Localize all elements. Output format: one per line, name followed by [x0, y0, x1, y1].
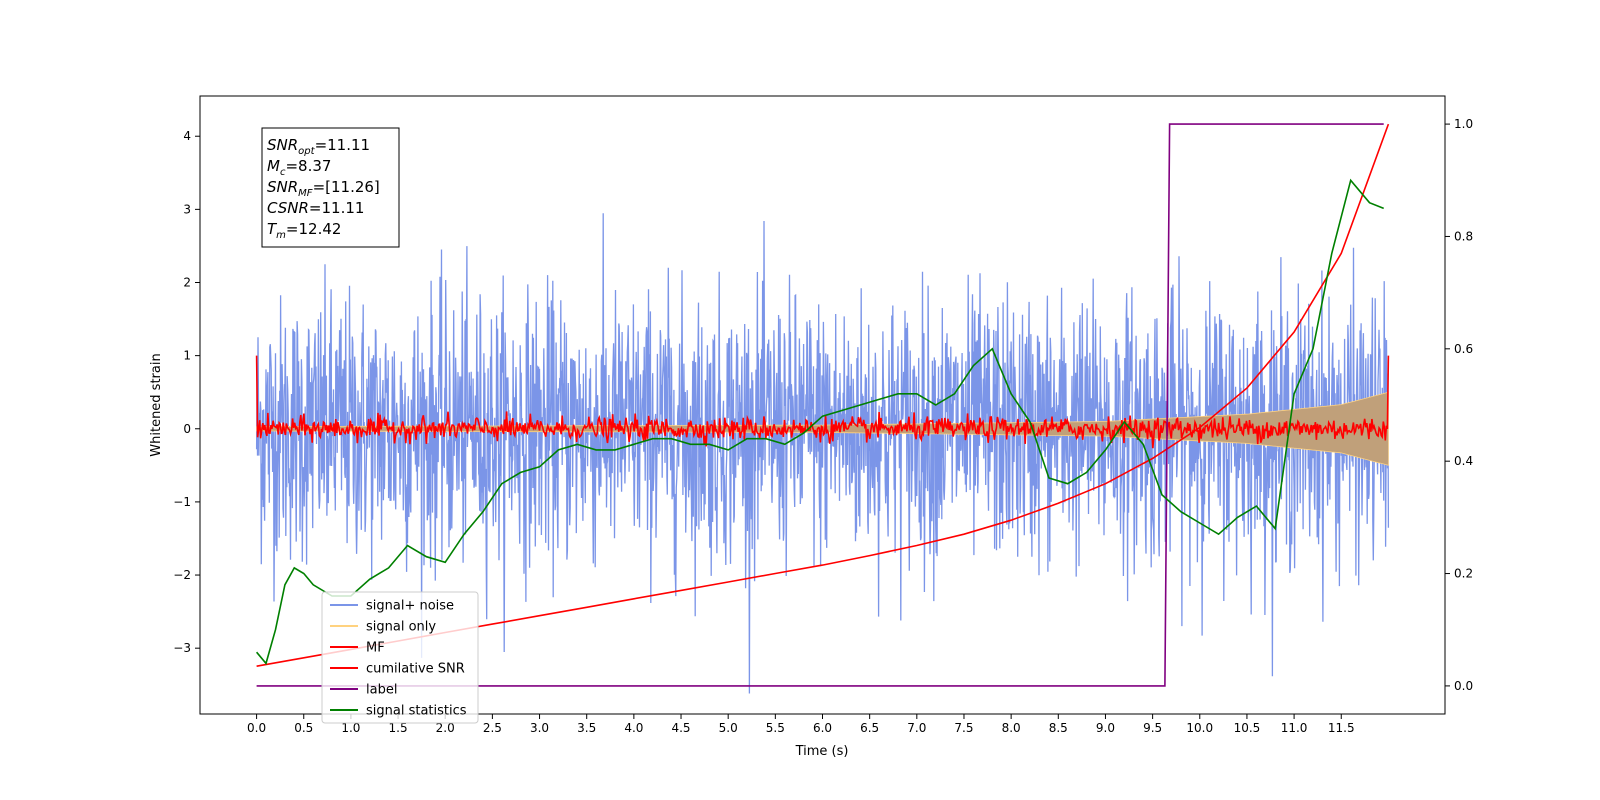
- x-axis: 0.0 0.5 1.0 1.5 2.0 2.5 3.0 3.5 4.0 4.5 5.0 5.5 6.0 6…: [247, 714, 1355, 735]
- annotation-line: CSNR=11.11: [267, 199, 364, 217]
- x-tick-label: 2.0: [436, 721, 455, 735]
- x-axis-label: Time (s): [795, 744, 849, 759]
- x-tick-label: 3.5: [577, 721, 596, 735]
- x-tick-label: 5.0: [719, 721, 738, 735]
- y-tick-label: 2: [183, 275, 191, 289]
- x-tick-label: 11.0: [1281, 721, 1308, 735]
- annotation-frame: [261, 127, 400, 248]
- legend-entry: label: [366, 683, 397, 698]
- y-axis-label: Whitened strain: [149, 353, 164, 456]
- y-tick-label: 0: [183, 422, 191, 436]
- y-tick-label: −3: [173, 641, 191, 655]
- y-right-tick-label: 0.0: [1454, 679, 1473, 693]
- y-right-tick-label: 0.4: [1454, 454, 1473, 468]
- y-right-tick-label: 1.0: [1454, 117, 1473, 131]
- y-right-tick-label: 0.8: [1454, 229, 1473, 243]
- legend-frame: [321, 591, 479, 724]
- x-tick-label: 4.5: [671, 721, 690, 735]
- x-tick-label: 1.5: [389, 721, 408, 735]
- legend-entry: cumilative SNR: [366, 662, 465, 677]
- x-tick-label: 9.5: [1143, 721, 1162, 735]
- x-tick-label: 4.0: [624, 721, 643, 735]
- x-tick-label: 9.0: [1096, 721, 1115, 735]
- legend-entry: signal+ noise: [366, 599, 454, 614]
- y-axis-right: 0.0 0.2 0.4 0.6 0.8 1.0: [1445, 117, 1473, 693]
- y-tick-label: −2: [173, 568, 191, 582]
- x-tick-label: 0.0: [247, 721, 266, 735]
- series-signal-statistics: [255, 178, 1384, 666]
- y-tick-label: 1: [183, 349, 191, 363]
- x-tick-label: 6.5: [860, 721, 879, 735]
- x-tick-label: 10.5: [1234, 721, 1261, 735]
- y-tick-label: −1: [173, 495, 191, 509]
- annotation-line: SNRMF=[11.26]: [267, 178, 380, 199]
- y-axis-left: −3 −2 −1 0 1 2 3 4: [173, 129, 200, 655]
- legend-entry: signal statistics: [366, 704, 467, 719]
- annotation-box: SNRopt=11.11Mc=8.37SNRMF=[11.26]CSNR=11.…: [261, 127, 400, 248]
- series-mf: [255, 355, 1390, 449]
- x-tick-label: 0.5: [294, 721, 313, 735]
- x-tick-label: 10.0: [1186, 721, 1213, 735]
- x-tick-label: 7.5: [954, 721, 973, 735]
- legend-entry: MF: [366, 641, 385, 656]
- annotation-line: Mc=8.37: [267, 157, 331, 178]
- x-tick-label: 5.5: [766, 721, 785, 735]
- x-tick-label: 11.5: [1328, 721, 1355, 735]
- legend: signal+ noise signal only MF cumilative SNR…: [321, 591, 479, 724]
- annotation-line: Tm=12.42: [267, 220, 341, 241]
- series-label: [256, 123, 1384, 687]
- y-right-tick-label: 0.2: [1454, 567, 1473, 581]
- x-tick-label: 7.0: [907, 721, 926, 735]
- y-tick-label: 3: [183, 202, 191, 216]
- y-right-tick-label: 0.6: [1454, 342, 1473, 356]
- y-tick-label: 4: [183, 129, 191, 143]
- x-tick-label: 6.0: [813, 721, 832, 735]
- x-tick-label: 8.5: [1049, 721, 1068, 735]
- x-tick-label: 1.0: [341, 721, 360, 735]
- legend-entry: signal only: [366, 620, 436, 635]
- x-tick-label: 8.0: [1002, 721, 1021, 735]
- x-tick-label: 3.0: [530, 721, 549, 735]
- annotation-line: SNRopt=11.11: [267, 136, 370, 157]
- x-tick-label: 2.5: [483, 721, 502, 735]
